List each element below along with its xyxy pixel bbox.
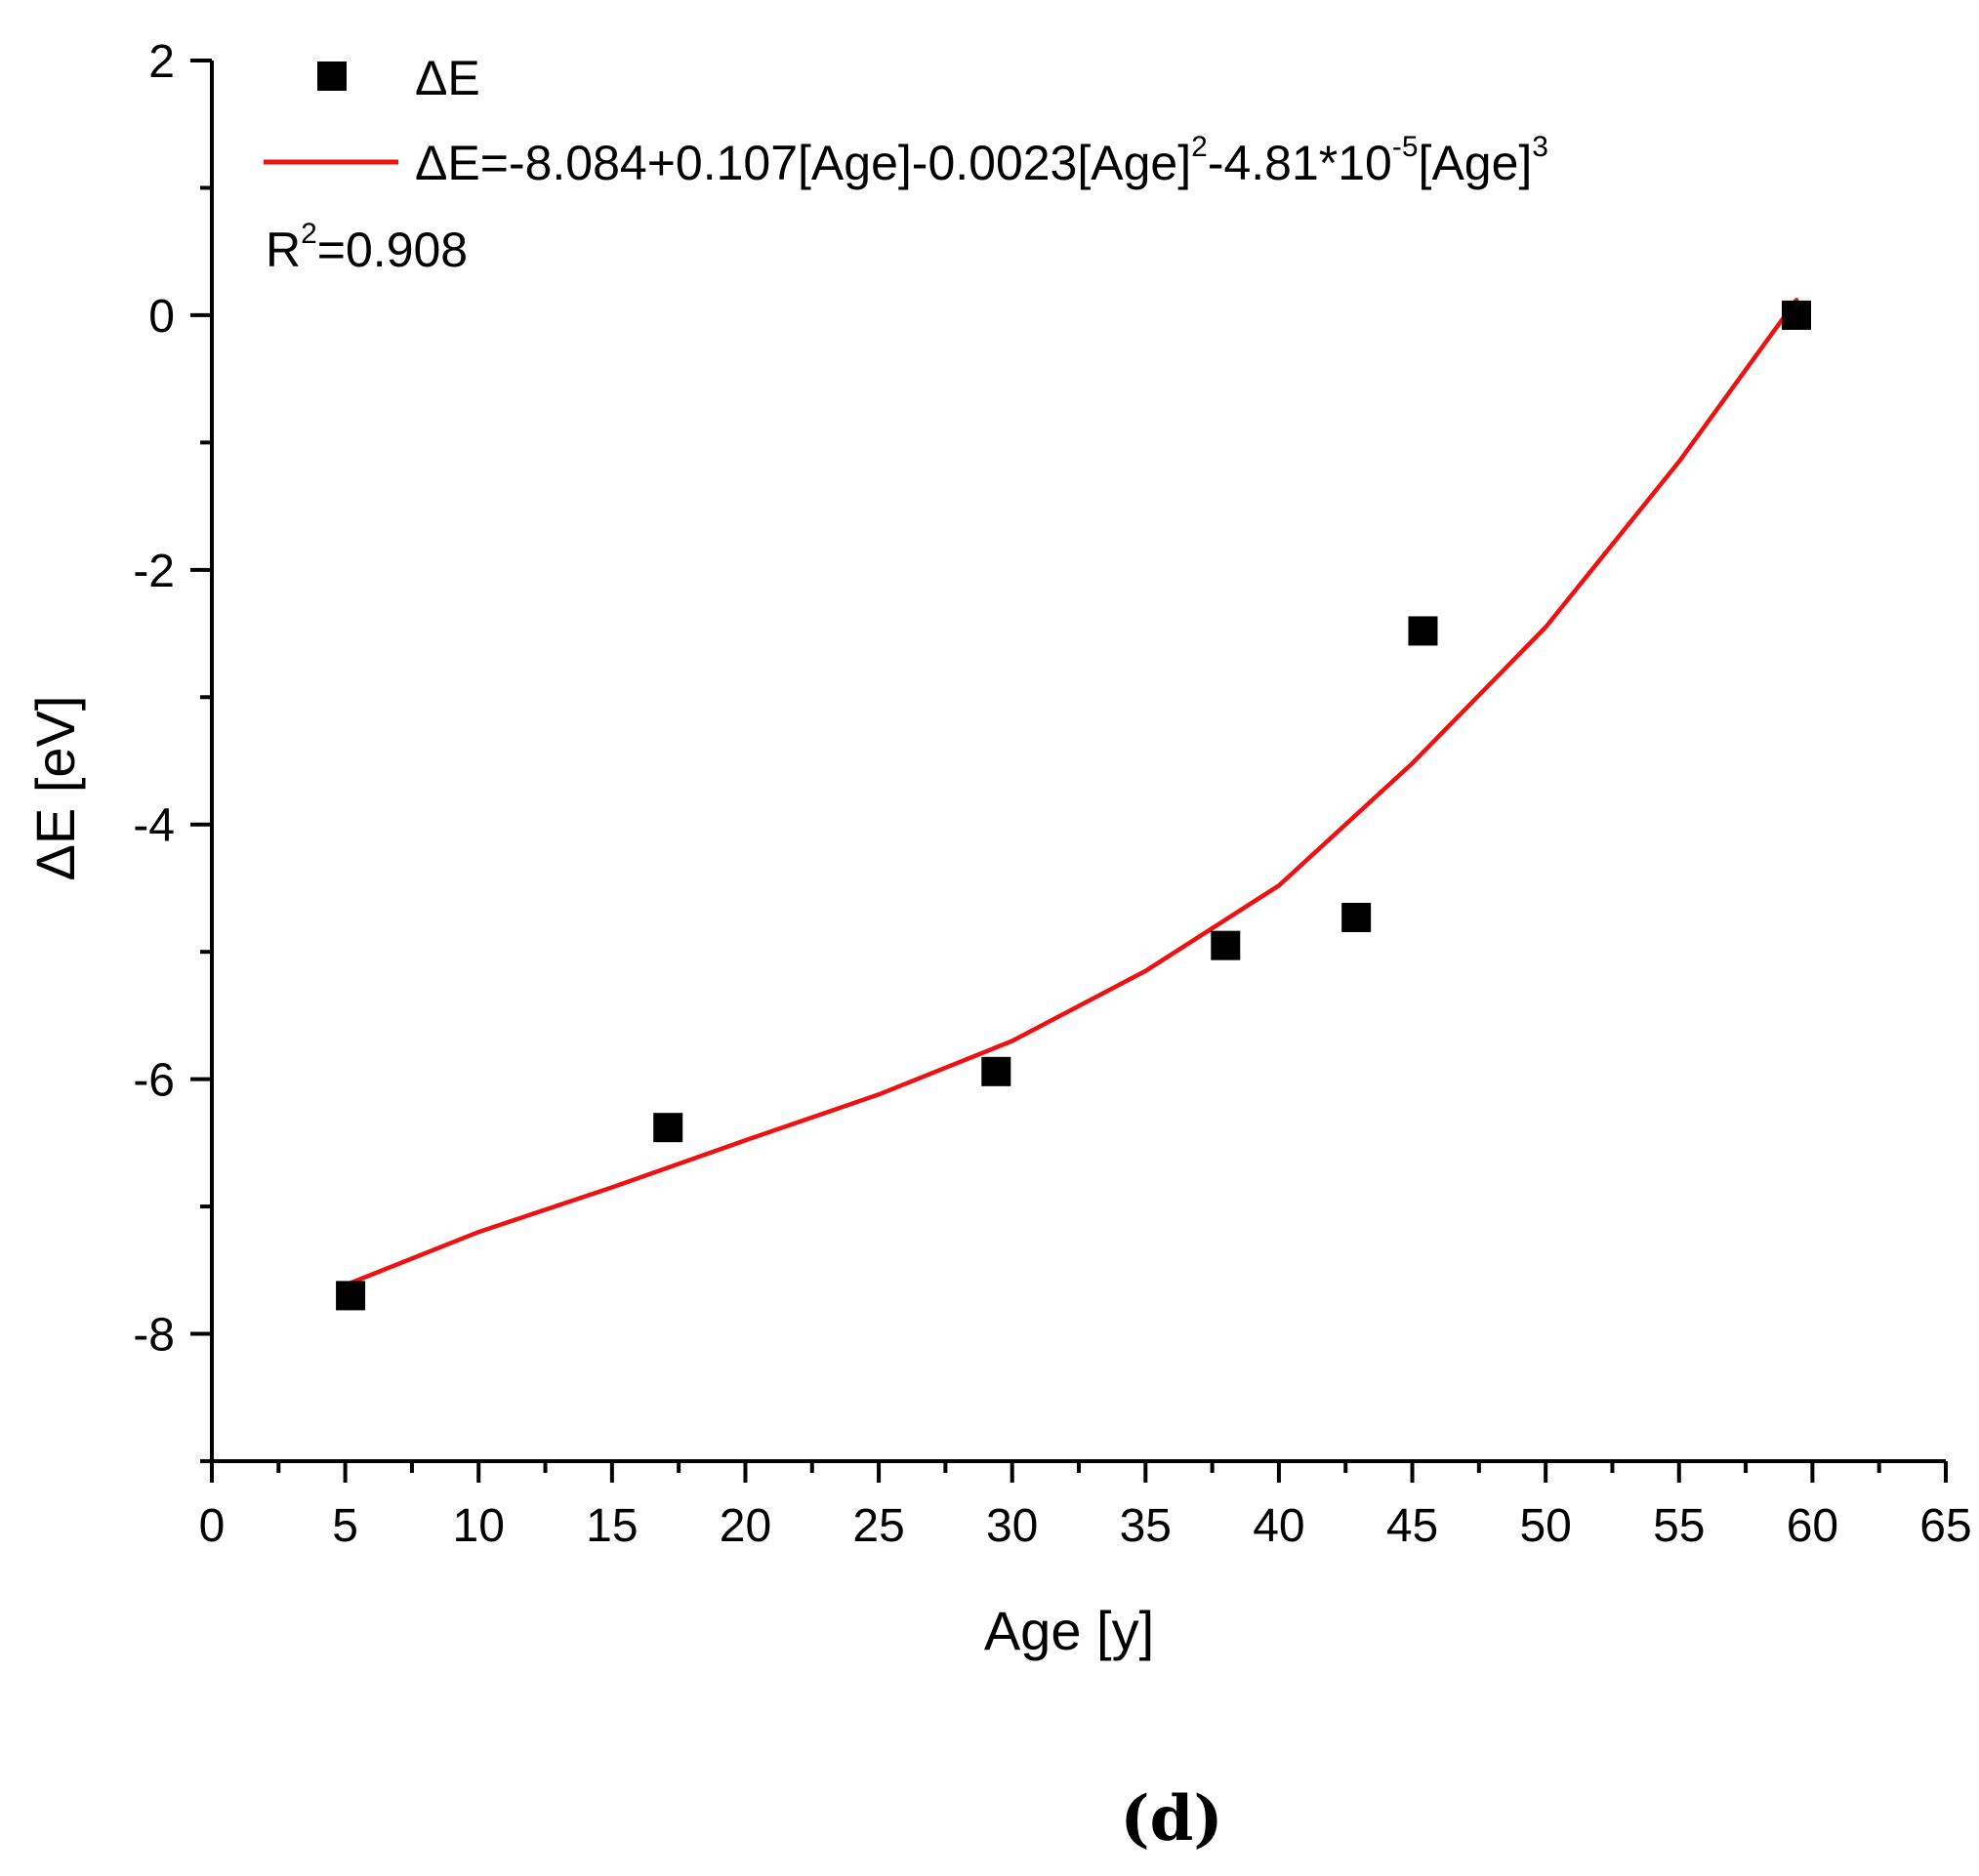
r-squared-annotation: R2=0.908	[266, 218, 468, 277]
scatter-point	[981, 1056, 1011, 1086]
x-tick-label: 55	[1653, 1500, 1705, 1552]
x-tick-label: 10	[453, 1500, 505, 1552]
fit-equation-part: [Age]	[1419, 136, 1533, 190]
y-tick-label: -8	[133, 1310, 175, 1362]
scatter-point	[1341, 902, 1372, 932]
scatter-point	[1211, 930, 1241, 960]
legend-marker-label: ΔE	[415, 51, 480, 105]
x-tick-label: 5	[332, 1500, 358, 1552]
fit-line	[348, 298, 1799, 1285]
fit-equation-part: -4.81*10	[1208, 136, 1392, 190]
scatter-point	[336, 1281, 366, 1311]
y-tick-label: 0	[148, 291, 175, 343]
panel-label: (d)	[1120, 1782, 1222, 1856]
x-axis-label: Age [y]	[984, 1600, 1154, 1661]
y-tick-label: 2	[148, 36, 175, 88]
x-tick-label: 35	[1120, 1500, 1172, 1552]
fit-equation-part: ΔE=-8.084+0.107[Age]-0.0023[Age]	[415, 136, 1191, 190]
r-squared-exponent: 2	[301, 218, 317, 250]
y-tick-label: -2	[133, 546, 175, 597]
y-ticks: -8 -6 -4 -2 0 2	[133, 36, 212, 1463]
x-tick-label: 30	[986, 1500, 1038, 1552]
x-tick-label: 40	[1253, 1500, 1304, 1552]
x-ticks: 0 5 10 15 20 25 30 35 40 45 50 55 60 65	[199, 1461, 1972, 1552]
y-axis-label: ΔE [eV]	[24, 696, 86, 881]
y-tick-label: -4	[133, 800, 175, 852]
x-tick-label: 0	[199, 1500, 226, 1552]
x-tick-label: 20	[720, 1500, 771, 1552]
x-tick-label: 15	[586, 1500, 638, 1552]
legend-marker-square	[317, 61, 347, 91]
fit-equation-exponent: -5	[1392, 131, 1419, 163]
axes	[210, 61, 1946, 1463]
x-tick-label: 25	[852, 1500, 904, 1552]
r-squared-value: =0.908	[317, 223, 468, 277]
scatter-point	[1781, 300, 1811, 330]
scatter-points	[336, 300, 1811, 1311]
y-tick-label: -6	[133, 1055, 175, 1107]
x-tick-label: 60	[1787, 1500, 1838, 1552]
fit-equation-exponent: 2	[1191, 131, 1208, 163]
legend-fit-equation: ΔE=-8.084+0.107[Age]-0.0023[Age]2-4.81*1…	[415, 131, 1548, 190]
series-layer	[336, 298, 1811, 1311]
r-squared-symbol: R	[266, 223, 301, 277]
x-tick-label: 50	[1519, 1500, 1571, 1552]
scatter-point	[653, 1113, 683, 1143]
legend: ΔE ΔE=-8.084+0.107[Age]-0.0023[Age]2-4.8…	[264, 51, 1548, 277]
scatter-point	[1408, 616, 1438, 646]
x-tick-label: 45	[1386, 1500, 1438, 1552]
fit-equation-exponent: 3	[1532, 131, 1548, 163]
x-tick-label: 65	[1919, 1500, 1971, 1552]
